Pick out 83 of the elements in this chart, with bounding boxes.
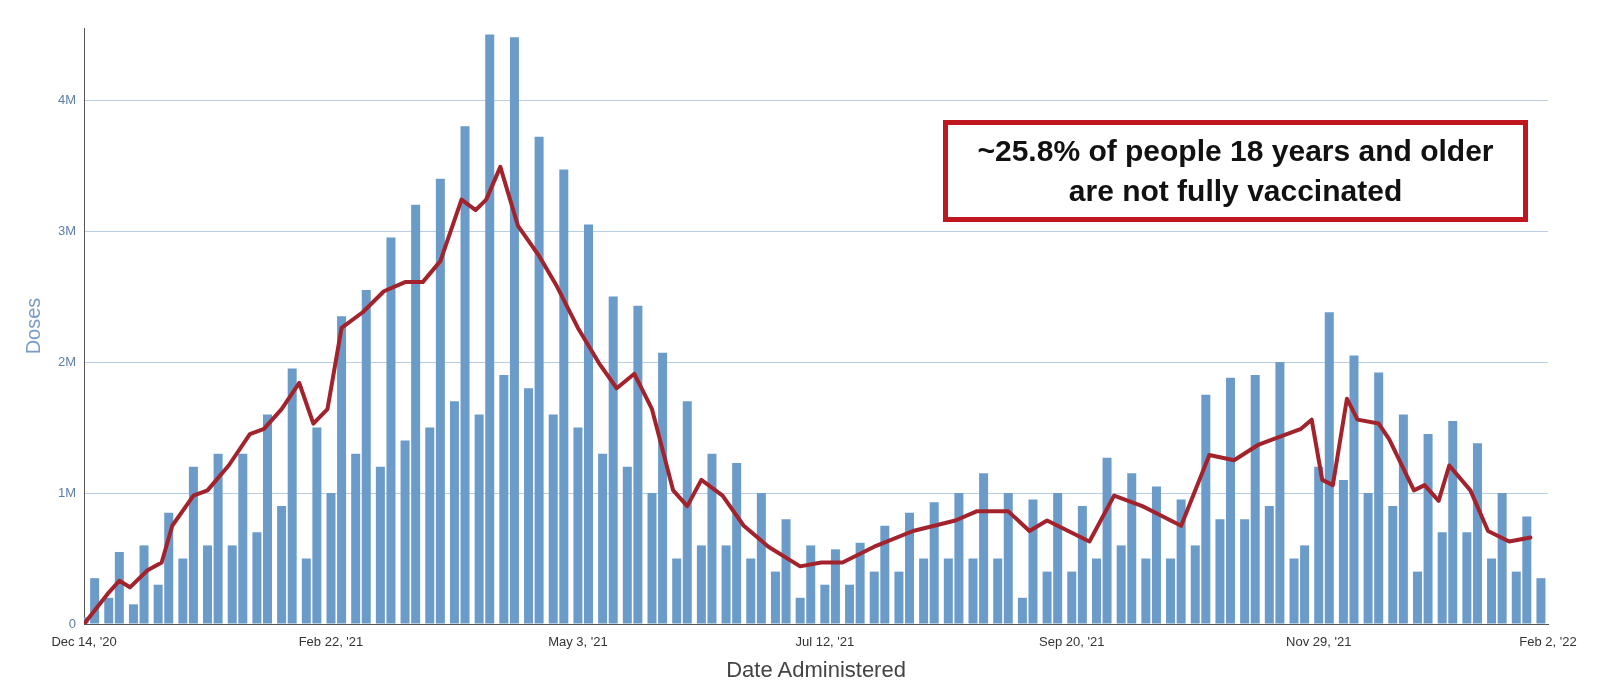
bar (1067, 571, 1077, 624)
bar (1151, 486, 1161, 624)
bar (1003, 493, 1013, 624)
x-tick-label: Nov 29, '21 (1286, 634, 1352, 650)
bar (746, 558, 756, 624)
y-tick-label: 0 (68, 615, 77, 631)
bar (1176, 499, 1186, 624)
bar (781, 519, 791, 624)
bar (905, 512, 915, 624)
x-axis-title: Date Administered (726, 656, 906, 682)
bar (672, 558, 682, 624)
bar (263, 414, 272, 624)
bar (584, 224, 593, 624)
bar (845, 584, 855, 624)
bar (598, 453, 608, 624)
bar (1324, 312, 1334, 624)
y-tick-label: 1M (58, 484, 77, 500)
bar (128, 604, 138, 624)
bar (573, 427, 583, 624)
bar (351, 453, 361, 624)
bar (1102, 457, 1112, 624)
bar (1141, 558, 1151, 624)
bar (1091, 558, 1101, 624)
bar (203, 545, 213, 624)
x-tick-label: Feb 22, '21 (298, 634, 364, 650)
bar (277, 506, 287, 624)
bar (1412, 571, 1422, 624)
bar (449, 401, 459, 624)
x-tick-label: Feb 2, '22 (1519, 634, 1577, 650)
bar (1250, 375, 1260, 624)
bar (770, 571, 780, 624)
x-tick-label: Jul 12, '21 (795, 634, 855, 650)
bar (1423, 434, 1433, 624)
bar (1215, 519, 1225, 624)
bar (1388, 506, 1398, 624)
bar (1226, 377, 1236, 624)
bar (499, 375, 509, 624)
bar (114, 551, 124, 624)
bar (993, 558, 1003, 624)
bar (213, 453, 223, 624)
bar (1240, 519, 1250, 624)
bar (1314, 466, 1324, 624)
bar (252, 532, 262, 624)
y-tick-label: 3M (58, 222, 77, 238)
bar (894, 571, 904, 624)
bar (855, 542, 865, 624)
bar (188, 466, 198, 624)
bar (326, 493, 336, 624)
bar (682, 401, 692, 624)
y-tick-label: 4M (58, 91, 77, 107)
bar (425, 427, 435, 624)
y-tick-label: 2M (58, 353, 77, 369)
bar (178, 558, 188, 624)
annotation: ~25.8% of people 18 years and older are not fully vaccinated (943, 120, 1528, 222)
bar (460, 126, 470, 624)
bar (287, 368, 297, 624)
bar (509, 37, 519, 624)
bar (1077, 506, 1087, 624)
x-tick-label: Dec 14, '20 (51, 634, 117, 650)
bar (830, 549, 840, 624)
bar (1536, 578, 1546, 624)
bar (104, 597, 114, 624)
x-tick-label: Sep 20, '21 (1039, 634, 1105, 650)
bar (608, 296, 618, 624)
bar (534, 136, 544, 624)
bar (919, 558, 929, 624)
bar (820, 584, 830, 624)
bar (524, 388, 534, 624)
bar (756, 493, 766, 624)
bar (361, 289, 371, 624)
bar (1487, 558, 1497, 624)
x-tick-label: May 3, '21 (548, 634, 608, 650)
bar (435, 178, 445, 624)
bar (658, 352, 668, 624)
bar (1166, 558, 1176, 624)
bar (337, 316, 347, 624)
bar (139, 545, 149, 624)
y-axis-title: Doses (21, 297, 44, 355)
bar (929, 502, 939, 624)
bar (1462, 532, 1472, 624)
bar (1472, 443, 1482, 624)
bar (1398, 414, 1408, 624)
bar (1497, 493, 1507, 624)
